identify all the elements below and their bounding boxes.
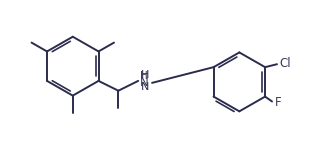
Text: N: N (140, 76, 149, 89)
Text: H: H (140, 71, 148, 81)
Text: F: F (275, 96, 282, 109)
Text: H
N: H N (141, 70, 150, 92)
Text: Cl: Cl (279, 57, 290, 70)
